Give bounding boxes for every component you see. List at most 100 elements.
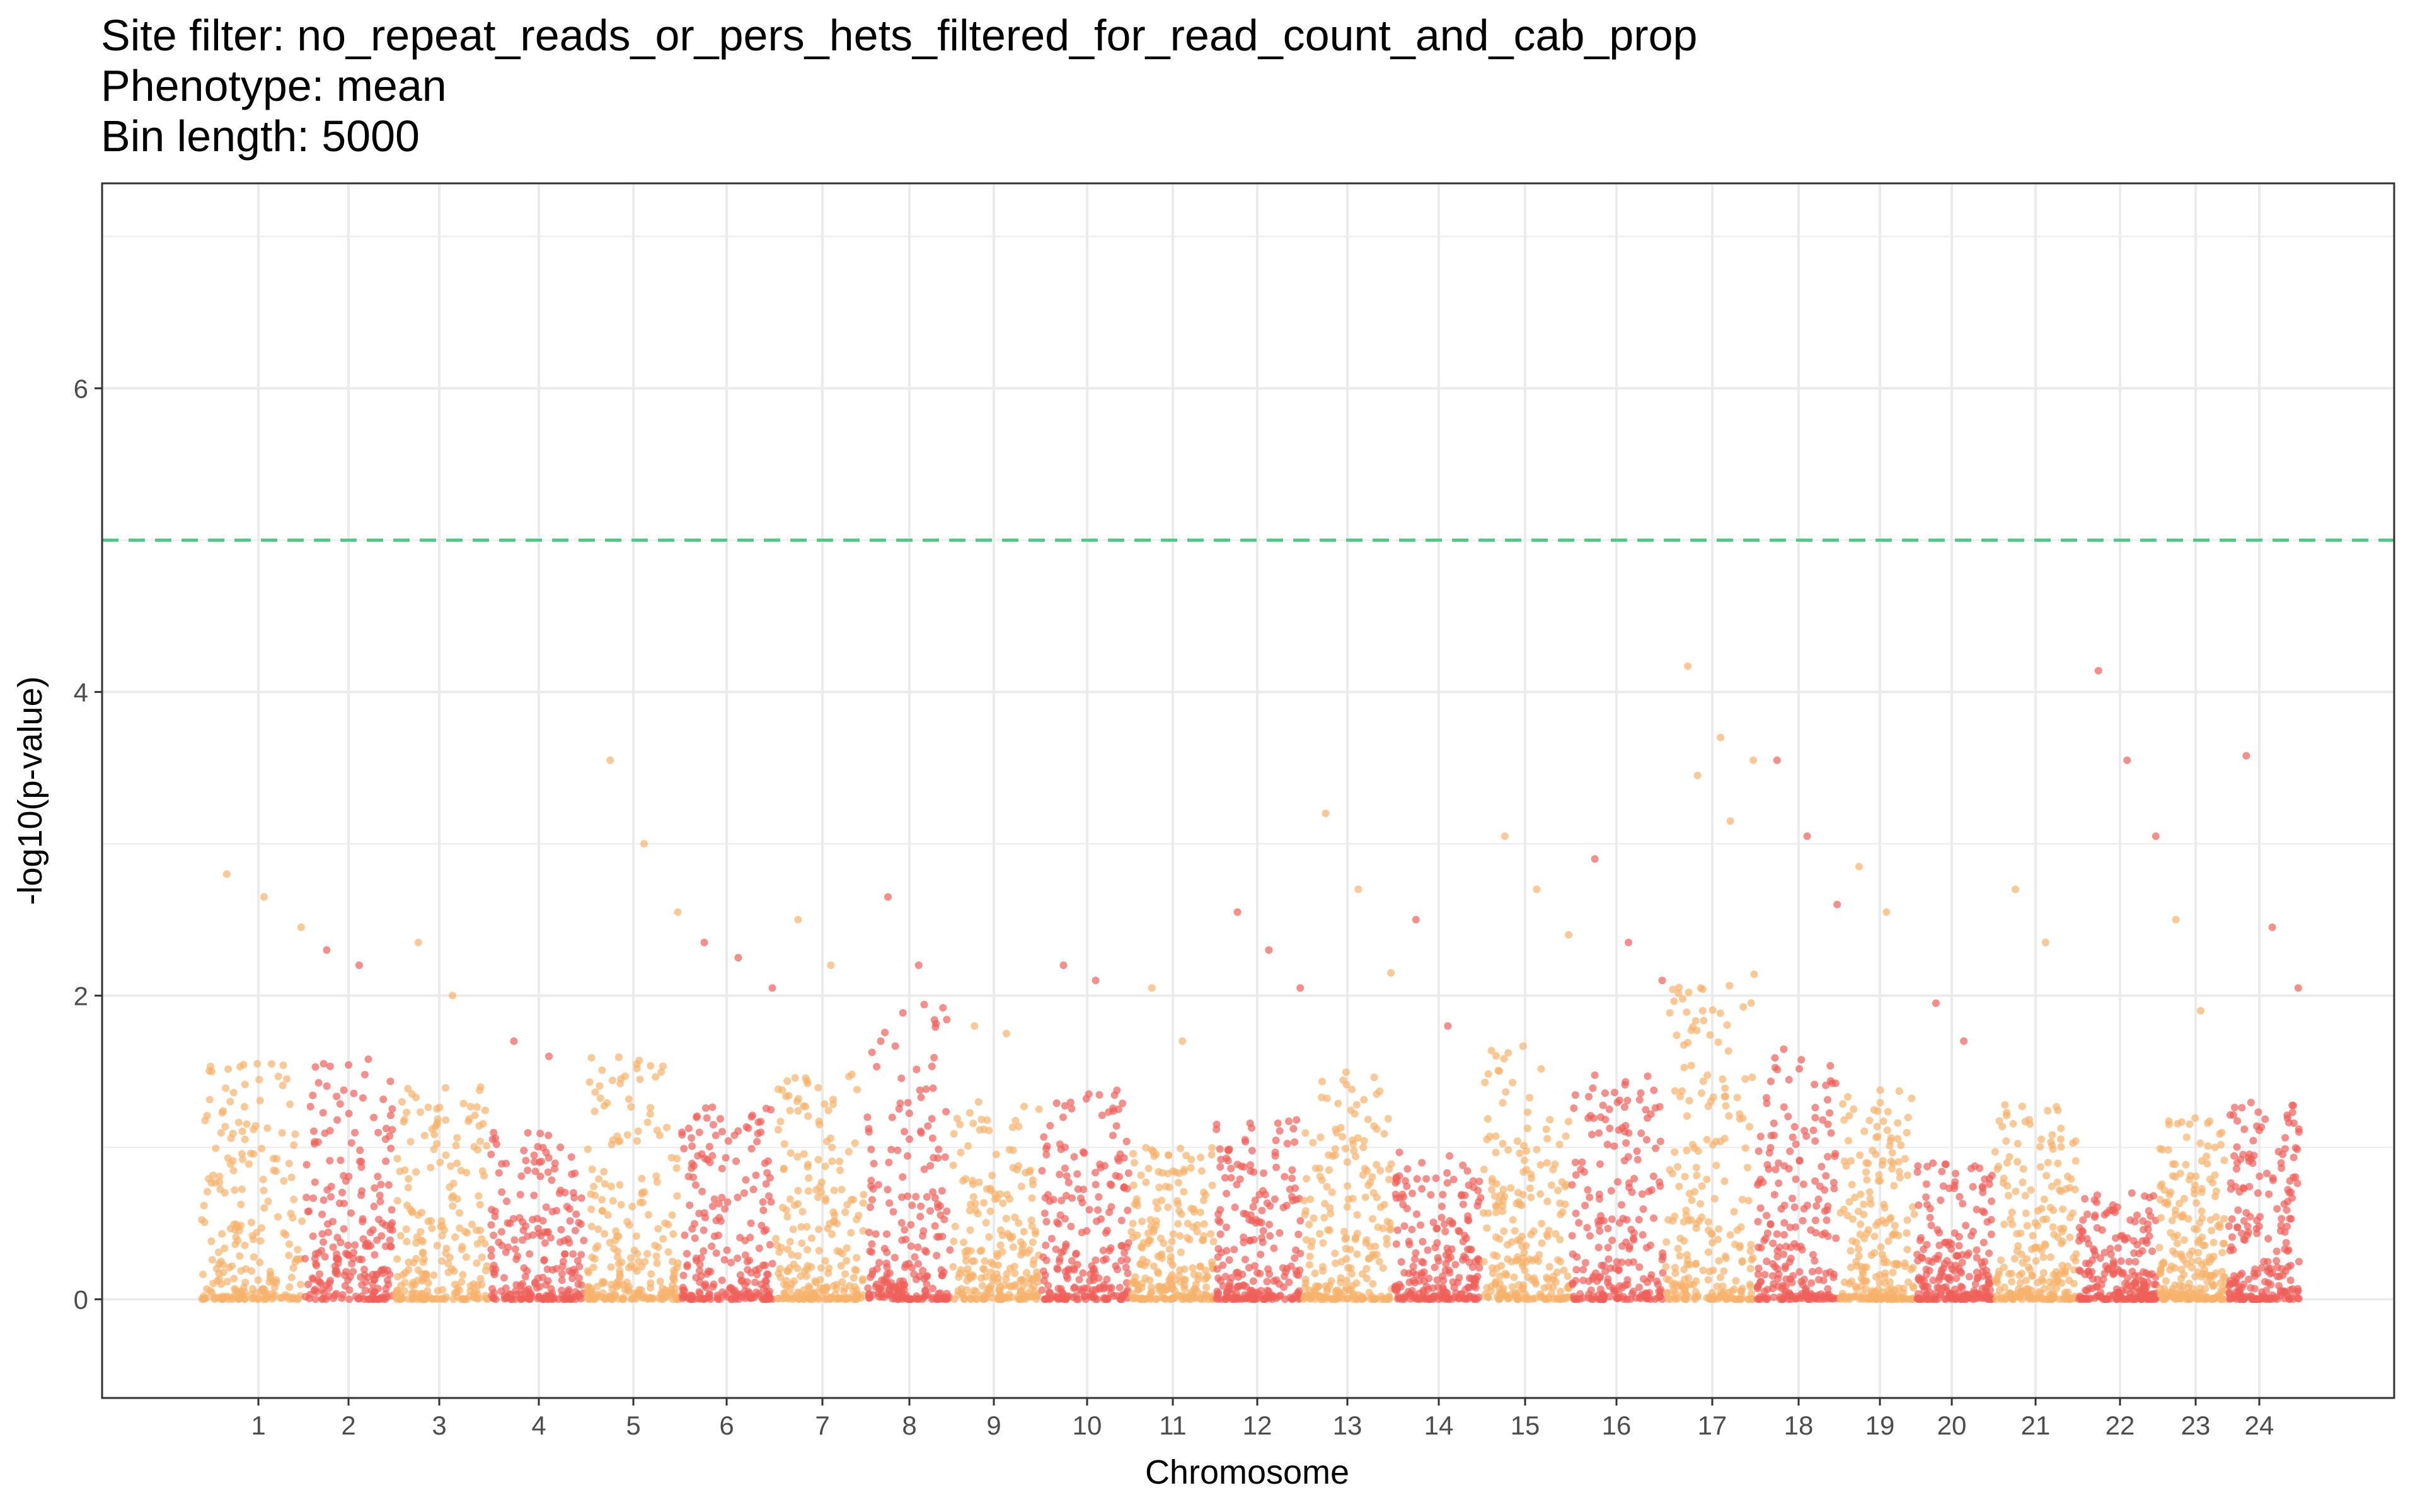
data-point <box>253 1060 262 1068</box>
data-point <box>1438 1202 1446 1210</box>
data-point <box>1746 1264 1754 1273</box>
data-point <box>1492 1208 1500 1217</box>
data-point <box>1995 1117 2003 1125</box>
data-point <box>1775 1179 1783 1188</box>
data-point <box>238 1127 246 1135</box>
data-point <box>1180 1188 1188 1196</box>
data-point <box>1164 1169 1172 1177</box>
data-point <box>1552 1230 1560 1238</box>
data-point <box>475 1192 483 1200</box>
data-point <box>2140 1283 2148 1291</box>
data-point <box>1422 1283 1431 1291</box>
data-point <box>596 1094 604 1102</box>
data-point <box>2116 1232 2124 1240</box>
data-point <box>993 1250 1001 1257</box>
data-point <box>883 1230 890 1238</box>
data-point <box>1501 1193 1509 1201</box>
data-point <box>1266 1232 1274 1240</box>
data-point <box>1872 1273 1880 1281</box>
data-point <box>1680 1266 1688 1274</box>
data-point <box>248 1267 256 1275</box>
data-point <box>221 1244 229 1252</box>
data-point <box>1521 1266 1529 1274</box>
data-point <box>1722 1102 1730 1110</box>
data-point-outlier <box>1932 999 1940 1007</box>
data-point <box>730 1131 739 1139</box>
data-point <box>413 1233 421 1241</box>
data-point <box>1019 1240 1027 1249</box>
data-point <box>541 1228 549 1236</box>
data-point <box>2127 1282 2135 1290</box>
data-point <box>208 1256 216 1264</box>
data-point <box>1230 1246 1238 1254</box>
data-point <box>1155 1283 1163 1291</box>
data-point <box>884 1186 892 1194</box>
data-point <box>350 1249 358 1257</box>
data-point <box>1369 1215 1376 1223</box>
data-point <box>1418 1159 1426 1167</box>
data-point <box>272 1276 280 1284</box>
data-point <box>1257 1286 1265 1295</box>
data-point <box>459 1295 467 1303</box>
data-point <box>1322 1282 1330 1290</box>
data-point <box>1167 1253 1175 1261</box>
data-point <box>2037 1246 2046 1254</box>
data-point <box>821 1100 829 1108</box>
data-point <box>1581 1259 1589 1267</box>
data-point <box>1294 1290 1302 1298</box>
data-point <box>449 1202 457 1210</box>
data-point <box>1325 1166 1333 1174</box>
data-point <box>490 1268 498 1276</box>
data-point <box>1120 1183 1128 1191</box>
data-point <box>1288 1295 1296 1303</box>
data-point <box>625 1221 633 1229</box>
data-point <box>2093 1224 2101 1232</box>
data-point <box>1074 1185 1082 1193</box>
data-point <box>1283 1140 1291 1148</box>
data-point <box>1488 1186 1496 1194</box>
data-point <box>1585 1277 1593 1285</box>
data-point <box>664 1248 672 1256</box>
data-point <box>259 1176 267 1184</box>
data-point <box>1886 1215 1894 1223</box>
data-point <box>1332 1125 1340 1133</box>
data-point <box>1917 1234 1925 1242</box>
data-point <box>2146 1212 2155 1220</box>
data-point <box>580 1237 588 1244</box>
data-point-outlier <box>1773 756 1781 764</box>
data-point <box>793 1264 802 1273</box>
data-point <box>1142 1178 1150 1186</box>
data-point <box>323 1082 331 1090</box>
data-point <box>874 1181 882 1189</box>
data-point <box>1291 1184 1299 1192</box>
data-point <box>1985 1279 1993 1287</box>
data-point <box>1385 1176 1393 1184</box>
data-point <box>245 1160 253 1168</box>
data-point <box>229 1167 238 1174</box>
data-point <box>1557 1257 1564 1266</box>
data-point <box>449 1192 457 1200</box>
data-point <box>1383 1218 1392 1225</box>
data-point <box>1231 1203 1239 1211</box>
data-point <box>1207 1230 1215 1238</box>
data-point <box>1495 1235 1504 1243</box>
data-point <box>794 1187 802 1194</box>
data-point <box>382 1222 390 1229</box>
data-point <box>1197 1294 1205 1302</box>
data-point <box>359 1094 367 1102</box>
data-point <box>285 1159 293 1167</box>
data-point <box>1061 1102 1069 1110</box>
data-point <box>268 1060 275 1068</box>
data-point <box>433 1121 441 1128</box>
data-point <box>894 1295 902 1303</box>
data-point <box>1223 1223 1230 1232</box>
data-point <box>1795 1065 1804 1073</box>
data-point <box>1504 1049 1512 1057</box>
data-point <box>1572 1210 1580 1217</box>
data-point <box>1606 1125 1614 1133</box>
data-point <box>1681 1172 1689 1181</box>
data-point <box>1311 1269 1319 1278</box>
data-point <box>795 1295 803 1303</box>
data-point <box>1857 1220 1865 1228</box>
data-point <box>1223 1247 1231 1255</box>
